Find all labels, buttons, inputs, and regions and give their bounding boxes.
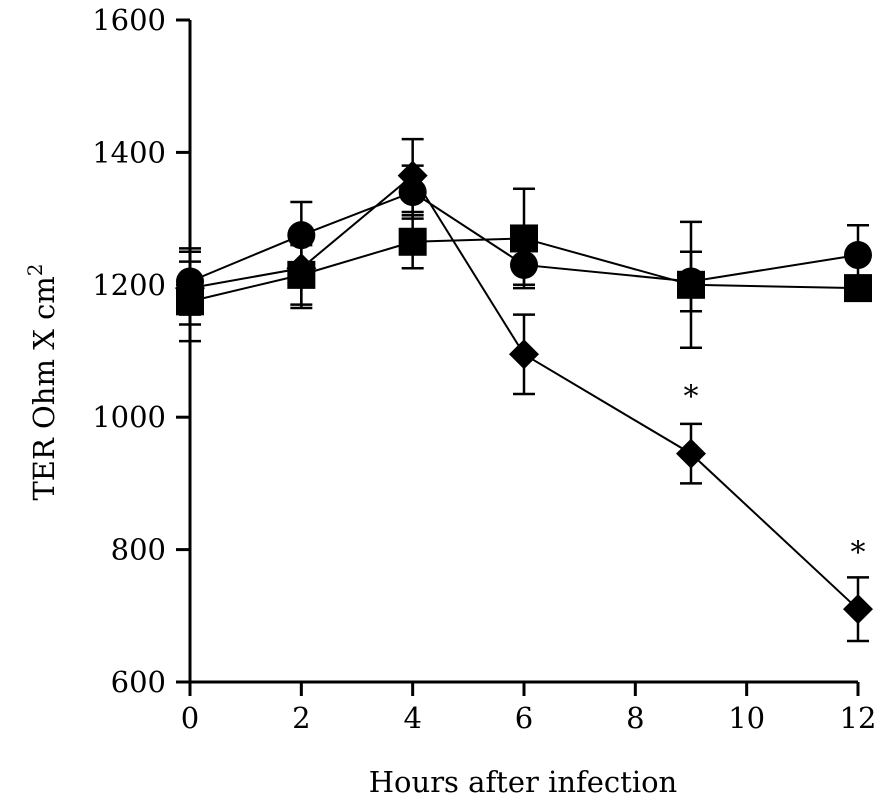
data-point-diamond <box>397 160 428 191</box>
data-point-circle <box>844 241 872 270</box>
series-line <box>189 174 859 610</box>
data-point-square <box>510 224 538 253</box>
x-tick-label: 12 <box>840 701 877 735</box>
data-point-diamond <box>676 438 706 469</box>
x-tick-label: 10 <box>728 701 765 735</box>
series-line <box>189 237 859 303</box>
significance-asterisk: * <box>684 380 699 415</box>
y-tick-label: 800 <box>111 533 166 567</box>
x-tick-label: 0 <box>181 701 199 735</box>
x-tick-label: 4 <box>403 701 421 735</box>
data-point-diamond <box>843 594 873 625</box>
y-tick-label: 1400 <box>92 135 166 169</box>
data-point-diamond <box>286 253 317 284</box>
data-point-square <box>398 227 427 256</box>
data-point-diamond <box>175 273 205 304</box>
y-tick-label: 600 <box>111 665 166 699</box>
data-point-diamond <box>509 339 539 370</box>
x-tick-label: 6 <box>515 701 533 735</box>
series-diamond <box>175 137 873 643</box>
y-axis-title-main: TER Ohm X cm <box>27 276 61 500</box>
series-layer <box>175 137 873 643</box>
data-point-square <box>844 274 872 303</box>
annotations: ** <box>684 380 866 571</box>
y-tick-label: 1600 <box>92 3 166 37</box>
y-tick-label: 1000 <box>92 400 166 434</box>
data-point-square <box>677 270 705 299</box>
y-axis-title-superscript: 2 <box>23 263 47 276</box>
y-axis-title: TER Ohm X cm2 <box>23 263 61 500</box>
axes: 0 2 4 6 8 10 12 600 800 1000 1200 1400 1600 <box>92 3 876 735</box>
x-tick-label: 2 <box>292 701 310 735</box>
series-line <box>189 191 859 283</box>
x-tick-label: 8 <box>626 701 644 735</box>
significance-asterisk: * <box>851 535 866 570</box>
x-axis-title: Hours after infection <box>369 765 677 799</box>
y-tick-label: 1200 <box>92 268 166 302</box>
